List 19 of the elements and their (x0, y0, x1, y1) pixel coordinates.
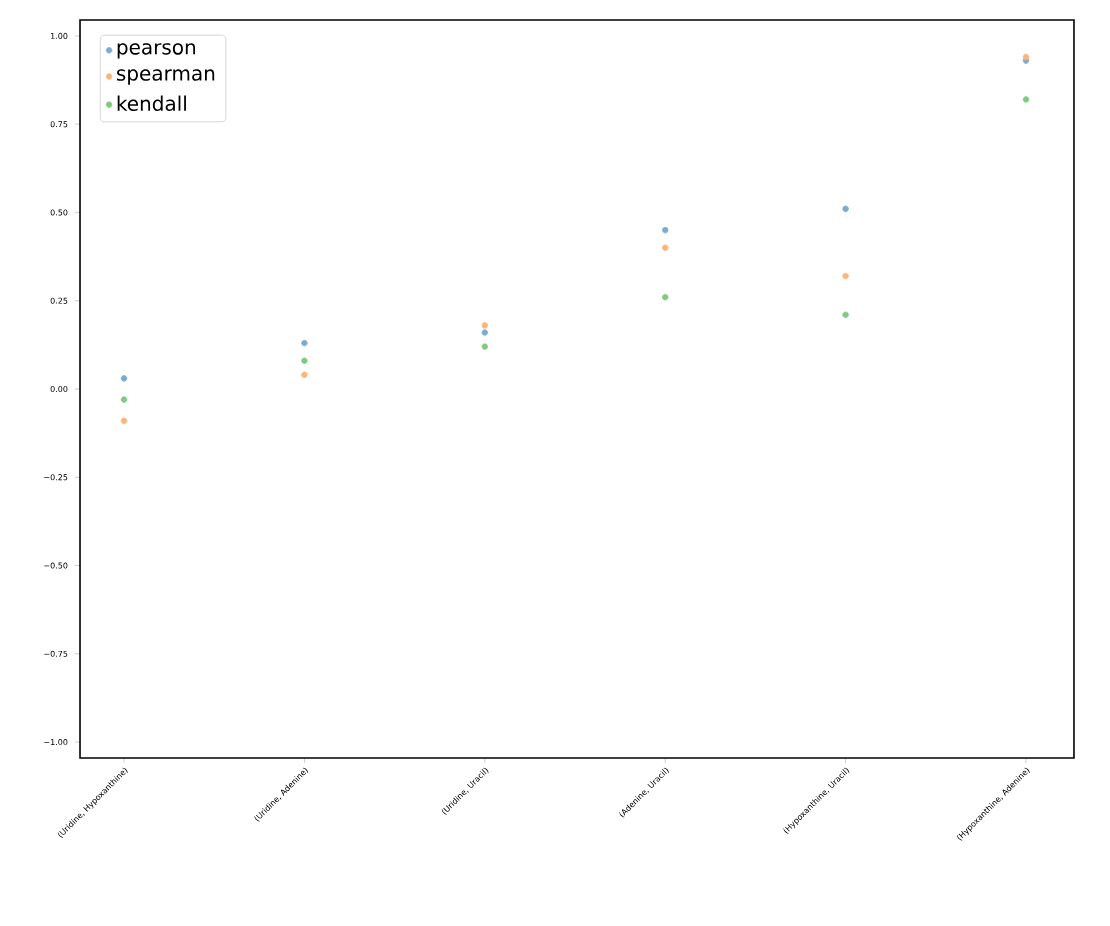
legend-label: spearman (116, 69, 215, 85)
point (662, 244, 669, 251)
point (481, 343, 489, 350)
point (1022, 96, 1030, 103)
point (481, 322, 489, 329)
point (842, 272, 849, 280)
point (301, 371, 308, 379)
point (120, 417, 128, 424)
point (120, 396, 128, 403)
point (120, 375, 128, 382)
point (301, 339, 308, 347)
legend-label: kendall (117, 95, 186, 112)
point (662, 293, 669, 301)
point (662, 226, 669, 234)
point (842, 205, 849, 213)
point (481, 329, 489, 336)
point (301, 357, 308, 364)
legend-label: pearson (117, 43, 196, 59)
point (842, 311, 849, 319)
